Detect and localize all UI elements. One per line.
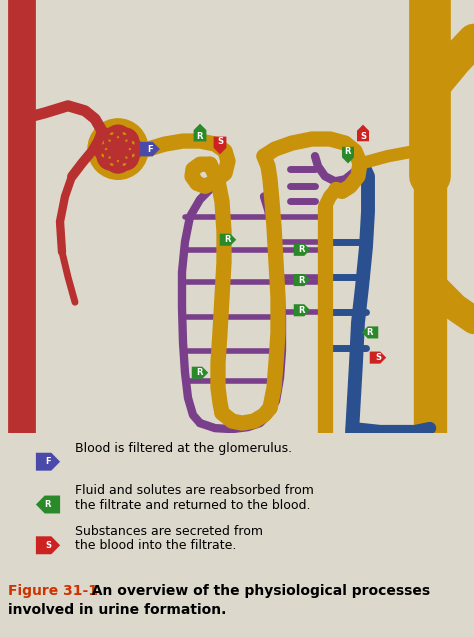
Circle shape	[88, 119, 148, 179]
Text: the blood into the filtrate.: the blood into the filtrate.	[75, 540, 237, 552]
Polygon shape	[294, 274, 310, 286]
Text: R: R	[299, 245, 305, 254]
Text: R: R	[197, 132, 203, 141]
Polygon shape	[220, 234, 236, 246]
Text: Substances are secreted from: Substances are secreted from	[75, 525, 263, 538]
Text: S: S	[45, 541, 51, 550]
Polygon shape	[370, 352, 386, 364]
Text: S: S	[217, 138, 223, 147]
Polygon shape	[357, 125, 369, 141]
Text: Figure 31-1: Figure 31-1	[8, 584, 98, 598]
Polygon shape	[36, 496, 60, 513]
Polygon shape	[36, 453, 60, 471]
Text: R: R	[225, 235, 231, 244]
Text: Fluid and solutes are reabsorbed from: Fluid and solutes are reabsorbed from	[75, 484, 314, 497]
Text: R: R	[197, 368, 203, 377]
Polygon shape	[140, 142, 160, 156]
Polygon shape	[342, 147, 354, 164]
Polygon shape	[192, 367, 208, 379]
Text: R: R	[45, 500, 51, 509]
Text: R: R	[299, 276, 305, 285]
Text: F: F	[45, 457, 51, 466]
Polygon shape	[362, 326, 378, 338]
Text: S: S	[360, 132, 366, 141]
Polygon shape	[193, 124, 206, 141]
Text: F: F	[147, 145, 153, 154]
Text: R: R	[299, 306, 305, 315]
Polygon shape	[214, 136, 227, 154]
Text: S: S	[375, 353, 381, 362]
Text: the filtrate and returned to the blood.: the filtrate and returned to the blood.	[75, 499, 310, 512]
Text: R: R	[345, 147, 351, 156]
Text: R: R	[367, 328, 373, 337]
Polygon shape	[294, 244, 310, 256]
Polygon shape	[294, 304, 310, 317]
Text: Blood is filtered at the glomerulus.: Blood is filtered at the glomerulus.	[75, 441, 292, 455]
Polygon shape	[36, 536, 60, 554]
Text: An overview of the physiological processes: An overview of the physiological process…	[82, 584, 430, 598]
Text: involved in urine formation.: involved in urine formation.	[8, 603, 227, 617]
